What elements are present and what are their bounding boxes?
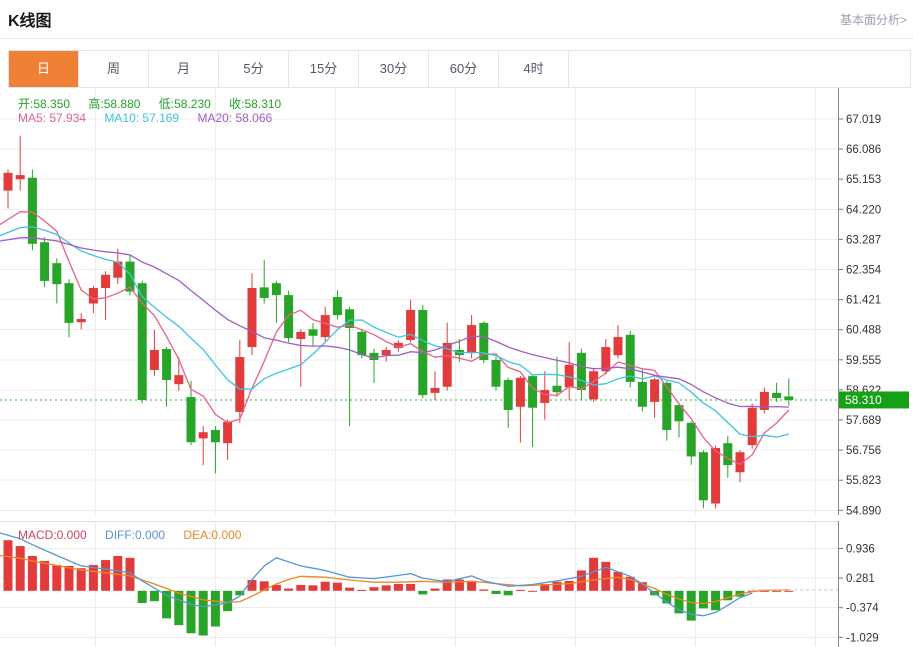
header-divider — [0, 38, 913, 39]
macd-axis-label: -1.029 — [846, 632, 879, 644]
tab-week[interactable]: 周 — [79, 51, 149, 87]
y-axis-label: 64.220 — [846, 204, 881, 216]
y-axis-label: 67.019 — [846, 114, 881, 126]
y-axis-label: 60.488 — [846, 325, 881, 337]
y-axis-label: 56.756 — [846, 445, 881, 457]
y-axis-label: 55.823 — [846, 475, 881, 487]
tab-4hour[interactable]: 4时 — [499, 51, 569, 87]
tab-15min[interactable]: 15分 — [289, 51, 359, 87]
y-axis-label: 62.354 — [846, 265, 882, 277]
ma20-line — [0, 237, 789, 408]
dea-value: DEA:0.000 — [183, 528, 242, 542]
tab-30min[interactable]: 30分 — [359, 51, 429, 87]
open-value: 开:58.350 — [18, 97, 71, 111]
y-axis-label: 61.421 — [846, 295, 881, 307]
ma-legend: MA5: 57.934 MA10: 57.169 MA20: 58.066 — [18, 111, 287, 125]
period-tab-bar: 日周月 5分 15分 30分 60分 4时 — [8, 50, 911, 88]
diff-value: DIFF:0.000 — [105, 528, 166, 542]
close-value: 收:58.310 — [229, 97, 282, 111]
page-title: K线图 — [8, 13, 52, 30]
low-value: 低:58.230 — [158, 97, 211, 111]
fundamental-analysis-link[interactable]: 基本面分析> — [839, 13, 907, 27]
y-axis-label: 59.555 — [846, 355, 881, 367]
current-price-badge — [839, 391, 909, 409]
current-price-badge-value: 58.310 — [845, 393, 882, 407]
y-axis-label: 65.153 — [846, 174, 881, 186]
macd-axis-label: -0.374 — [846, 603, 879, 615]
ohlc-legend: 开:58.350 高:58.880 低:58.230 收:58.310 — [18, 95, 296, 112]
macd-value: MACD:0.000 — [18, 528, 87, 542]
ma20-value: MA20: 58.066 — [197, 111, 273, 125]
tab-month[interactable]: 月 — [149, 51, 219, 87]
tab-day[interactable]: 日 — [9, 51, 79, 87]
tab-5min[interactable]: 5分 — [219, 51, 289, 87]
high-value: 高:58.880 — [88, 97, 141, 111]
macd-axis-label: 0.281 — [846, 573, 875, 585]
candlestick-series — [3, 135, 794, 509]
y-axis-label: 66.086 — [846, 144, 881, 156]
ma5-value: MA5: 57.934 — [18, 111, 87, 125]
kline-chart-canvas[interactable]: 67.019 66.086 65.153 64.220 63.287 62.354 61.4… — [0, 88, 913, 515]
y-axis-label: 54.890 — [846, 505, 881, 515]
macd-legend: MACD:0.000 DIFF:0.000 DEA:0.000 — [18, 528, 256, 542]
diff-line — [0, 532, 753, 617]
macd-histogram — [3, 540, 794, 636]
macd-chart-canvas[interactable]: 0.936 0.281 -0.374 -1.029 — [0, 521, 913, 647]
macd-axis-label: 0.936 — [846, 544, 875, 556]
y-axis-label: 57.689 — [846, 415, 881, 427]
tab-60min[interactable]: 60分 — [429, 51, 499, 87]
y-axis-label: 63.287 — [846, 234, 881, 246]
ma10-value: MA10: 57.169 — [104, 111, 180, 125]
ma10-line — [0, 226, 789, 438]
